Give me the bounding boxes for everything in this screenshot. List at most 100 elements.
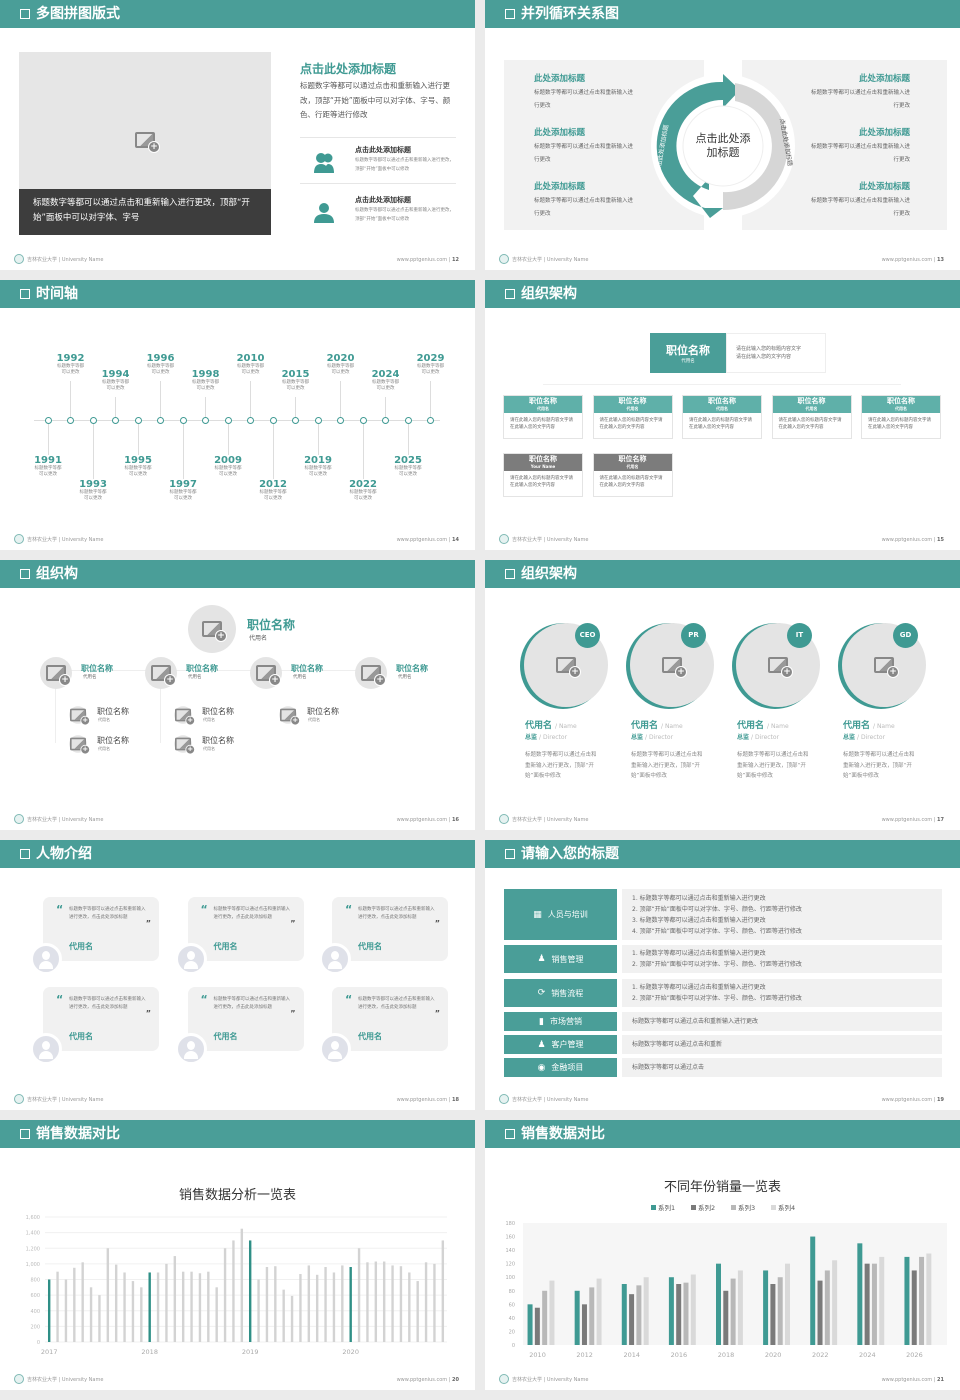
name-en: / Name <box>661 723 683 730</box>
timeline-node[interactable] <box>404 416 412 424</box>
bar <box>864 1263 870 1345</box>
position-box[interactable]: 职位名称 Your Name 请在此输入您的标题内容文字请在此输入您的文字内容 <box>503 453 583 497</box>
timeline-node[interactable] <box>112 416 119 424</box>
timeline-node[interactable] <box>134 416 142 424</box>
slide-15[interactable]: 组织架构 吉林农业大学 | University Name www.pptgeniu… <box>485 280 960 550</box>
bar <box>366 1262 369 1342</box>
slide-20[interactable]: 销售数据对比 吉林农业大学 | University Name www.pptgen… <box>0 1120 475 1390</box>
category-label: 客户管理 <box>551 1040 584 1049</box>
testimonial-card[interactable]: “ 标题数字等都可以通过点击和重新输入进行更改，点击此处添加标题” 代用名 <box>43 987 159 1051</box>
bar <box>574 1290 580 1345</box>
sub-avatar[interactable] <box>69 706 90 726</box>
sub-avatar[interactable] <box>174 735 195 755</box>
slide-16[interactable]: 组织构 吉林农业大学 | University Name www.pptgenius… <box>0 560 475 830</box>
desc: 标题数字等都 <box>304 466 332 471</box>
slide-17[interactable]: 组织架构 吉林农业大学 | University Name www.pptgeniu… <box>485 560 960 830</box>
timeline-node[interactable] <box>359 416 367 424</box>
slide-title: 组织构 <box>36 566 78 582</box>
testimonial-card[interactable]: “ 标题数字等都可以通过点击和重新输入进行更改，点击此处添加标题” 代用名 <box>187 897 304 961</box>
bar <box>589 1287 595 1345</box>
sub-name: 代用名 <box>203 746 215 751</box>
avatar-icon <box>319 943 351 975</box>
timeline-item-2015: 2015 标题数字等都 可以更改 <box>274 369 318 392</box>
testimonial-card[interactable]: “ 标题数字等都可以通过点击和重新输入进行更改，点击此处添加标题” 代用名 <box>43 897 159 961</box>
position-box[interactable]: 职位名称 代用名请在此输入您的标题内容文字请在此输入您的文字内容 <box>592 395 673 439</box>
timeline-node[interactable] <box>427 416 434 424</box>
timeline-node[interactable] <box>314 416 322 424</box>
bar <box>904 1256 910 1345</box>
slide-14[interactable]: 时间轴 吉林农业大学 | University Name www.pptgenius… <box>0 280 475 550</box>
mid-avatar[interactable] <box>145 657 177 689</box>
timeline-node[interactable] <box>382 416 389 424</box>
timeline-node[interactable] <box>89 416 97 424</box>
bar <box>274 1266 277 1342</box>
position-box[interactable]: 职位名称 代用名 请在此输入您的标题内容文字请在此输入您的文字内容 <box>682 395 762 439</box>
mid-avatar[interactable] <box>355 657 387 689</box>
testimonial-card[interactable]: “ 标题数字等都可以通过点击和重新输入进行更改，点击此处添加标题” 代用名 <box>332 897 448 961</box>
position-text: 请在此输入您的标题内容文字请在此输入您的文字内容 <box>599 418 663 430</box>
role-en: / Director <box>645 734 674 741</box>
quote-text: 标题数字等都可以通过点击和重新输入进行更改，点击此处添加标题 <box>358 907 435 920</box>
category-detail: 1. 标题数字等都可以通过点击和重新输入进行更改 2. 顶部“开始”面板中可以对字… <box>622 979 942 1007</box>
item-text: 标题数字等都可以通过点击和重新输入进行更改，顶部“开始”面板中可以修改 <box>355 208 454 222</box>
slide-18[interactable]: 人物介绍 吉林农业大学 | University Name www.pptgeniu… <box>0 840 475 1110</box>
category-4[interactable]: ♟ 客户管理 <box>504 1035 617 1054</box>
mid-avatar[interactable] <box>40 657 72 689</box>
x-tick-label: 2026 <box>906 1351 923 1359</box>
timeline-connector <box>385 397 386 420</box>
position-box[interactable]: 职位名称 代用名 请在此输入您的标题内容文字请在此输入您的文字内容 <box>592 453 673 497</box>
bar <box>770 1284 776 1345</box>
sub-avatar[interactable] <box>69 735 90 755</box>
position-name: 代用名 <box>805 406 818 411</box>
item-text: 标题数字等都可以通过点击和重新输入进行更改 <box>810 144 910 163</box>
mid-avatar[interactable] <box>250 657 282 689</box>
bar <box>723 1290 729 1345</box>
category-1[interactable]: ♟ 销售管理 <box>504 945 617 973</box>
category-2[interactable]: ⟳ 销售流程 <box>504 979 617 1007</box>
slide-13[interactable]: 并列循环关系图 吉林农业大学 | University Name www.pptge… <box>485 0 960 270</box>
school-name: 吉林农业大学 | University Name <box>27 256 104 263</box>
timeline-node[interactable] <box>269 416 277 424</box>
university-logo-icon <box>14 534 24 544</box>
add-image-icon <box>256 665 281 686</box>
sub-avatar[interactable] <box>174 706 195 726</box>
timeline-node[interactable] <box>67 416 74 424</box>
testimonial-card[interactable]: “ 标题数字等都可以通过点击和重新输入进行更改，点击此处添加标题” 代用名 <box>332 987 448 1051</box>
page-number: 20 <box>452 1377 459 1383</box>
timeline-node[interactable] <box>247 416 254 424</box>
category-0[interactable]: ▦ 人员与培训 <box>504 889 617 940</box>
role-cn: 总监 <box>737 734 750 741</box>
bar <box>857 1243 863 1345</box>
slide-21[interactable]: 销售数据对比 吉林农业大学 | University Name www.pptgen… <box>485 1120 960 1390</box>
slide-12[interactable]: 多图拼图版式 吉林农业大学 | University Name www.pptgen… <box>0 0 475 270</box>
legend-label: 系列3 <box>738 1203 755 1212</box>
photo-placeholder[interactable] <box>630 623 714 707</box>
timeline-item-1991: 1991 标题数字等都 可以更改 <box>26 455 70 478</box>
position-header: 职位名称 代用名 <box>593 396 672 413</box>
category-label: 销售流程 <box>551 988 584 998</box>
slide-19[interactable]: 请输入您的标题 吉林农业大学 | University Name www.pptge… <box>485 840 960 1110</box>
position-box[interactable]: 职位名称 代用名 请在此输入您的标题内容文字请在此输入您的文字内容 <box>771 395 852 439</box>
timeline-node[interactable] <box>292 416 299 424</box>
timeline-node[interactable] <box>224 416 232 424</box>
square-icon <box>505 1129 515 1139</box>
timeline-node[interactable] <box>337 416 344 424</box>
bar <box>240 1228 244 1342</box>
sub-avatar[interactable] <box>279 706 301 726</box>
quote-text: 标题数字等都可以通过点击和重新输入进行更改，点击此处添加标题 <box>69 997 146 1010</box>
position-box[interactable]: 职位名称 代用名 请在此输入您的标题内容文字请在此输入您的文字内容 <box>861 395 941 439</box>
sub-title: 职位名称 <box>307 707 339 716</box>
timeline-node[interactable] <box>44 416 52 424</box>
timeline-node[interactable] <box>157 416 164 424</box>
category-5[interactable]: ◉ 金融项目 <box>504 1058 617 1077</box>
timeline-node[interactable] <box>179 416 187 424</box>
footer-site: www.pptgenius.com | 18 <box>396 1097 459 1103</box>
footer-school: 吉林农业大学 | University Name <box>14 534 103 544</box>
position-box[interactable]: 职位名称 代用名 请在此输入您的标题内容文字请在此输入您的文字内容 <box>503 395 583 439</box>
category-3[interactable]: ▮ 市场营销 <box>504 1012 617 1031</box>
timeline-node[interactable] <box>202 416 209 424</box>
person-text: 标题数字等都可以通过点击和重新输入进行更改，顶部“开始”面板中修改 <box>843 752 915 779</box>
page-number: 18 <box>452 1097 459 1103</box>
testimonial-card[interactable]: “ 标题数字等都可以通过点击和重新输入进行更改，点击此处添加标题” 代用名 <box>187 987 304 1051</box>
top-avatar[interactable] <box>188 605 236 653</box>
